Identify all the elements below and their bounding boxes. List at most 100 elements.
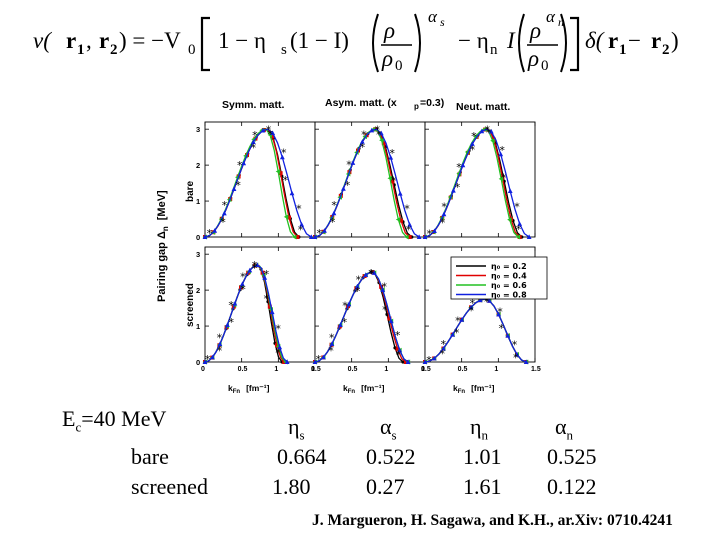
screened-alpha-s: 0.27	[366, 474, 405, 499]
formula-rho0-sub: 0	[395, 58, 403, 74]
formula-paren-right-1	[414, 13, 421, 73]
data-point	[359, 139, 365, 144]
data-point	[441, 211, 447, 217]
x-tick-label: 1	[384, 366, 388, 373]
data-point	[397, 190, 403, 196]
data-point	[517, 221, 523, 226]
data-point	[269, 309, 275, 315]
star-marker: *	[499, 322, 505, 335]
x-tick-label: 0	[201, 366, 205, 373]
star-marker: *	[499, 144, 505, 157]
star-marker: *	[426, 227, 432, 240]
x-tick-label: 1.5	[531, 366, 541, 373]
star-marker: *	[501, 171, 507, 184]
data-point	[371, 270, 377, 275]
data-point	[262, 275, 268, 280]
y-tick-label: 1	[196, 197, 200, 206]
star-marker: *	[240, 283, 246, 296]
star-marker: *	[483, 293, 489, 306]
star-marker: *	[345, 179, 351, 192]
data-point	[405, 359, 411, 364]
bare-eta-s: 0.664	[277, 444, 327, 469]
star-marker: *	[235, 179, 241, 192]
bare-alpha-s: 0.522	[366, 444, 416, 469]
col-title-neut: Neut. matt.	[456, 101, 510, 113]
panel-grid: 0 1 2 3 * * * * * * * * * * * * * * * * * * * * * * * * * * * * * * * * * * * *…	[196, 121, 541, 373]
data-point	[490, 138, 495, 144]
data-point	[289, 190, 295, 196]
ec-label: Ec=40 MeV	[62, 406, 167, 435]
star-marker: *	[264, 268, 270, 281]
star-marker: *	[439, 347, 445, 360]
data-point	[395, 347, 400, 352]
star-marker: *	[441, 338, 447, 351]
data-point	[202, 234, 208, 239]
data-point	[295, 235, 300, 239]
series-line-4	[204, 264, 288, 363]
star-marker: *	[281, 147, 287, 160]
star-marker: *	[228, 299, 234, 312]
data-point	[312, 234, 318, 239]
formula-rho-den: ρ	[381, 46, 393, 71]
star-marker: *	[368, 267, 374, 280]
data-point	[275, 169, 281, 175]
star-marker: *	[331, 199, 337, 212]
star-marker: *	[275, 322, 281, 335]
formula-rho-num: ρ	[383, 18, 395, 43]
data-point	[329, 341, 335, 346]
data-point	[221, 210, 227, 216]
data-point	[381, 141, 386, 146]
data-point	[354, 283, 360, 289]
data-point	[321, 354, 326, 360]
data-point	[254, 262, 260, 267]
formula-r1: r	[66, 28, 76, 53]
data-point	[468, 304, 474, 310]
data-point	[217, 341, 223, 347]
star-marker: *	[328, 345, 334, 358]
star-marker: *	[342, 316, 348, 329]
series-line-4	[424, 128, 530, 238]
star-marker: *	[485, 124, 491, 137]
formula-sub-1: 1	[77, 42, 85, 58]
star-marker: *	[205, 353, 211, 366]
formula-paren-left-1	[372, 13, 379, 73]
star-marker: *	[355, 285, 361, 298]
data-point	[341, 186, 346, 191]
data-point	[432, 228, 437, 233]
star-marker: *	[404, 202, 410, 215]
star-marker: *	[497, 306, 503, 319]
formula-comma: ,	[86, 28, 92, 53]
screened-eta-n: 1.61	[463, 474, 502, 499]
data-point	[379, 137, 384, 143]
y-tick-label: 3	[196, 125, 200, 134]
star-marker: *	[468, 304, 474, 317]
star-marker: *	[440, 217, 446, 230]
formula-delta: δ(	[585, 28, 605, 53]
data-point	[395, 216, 401, 222]
data-point	[308, 234, 314, 239]
legend-box	[450, 256, 548, 300]
star-marker: *	[395, 349, 401, 362]
star-marker: *	[217, 345, 223, 358]
star-marker: *	[470, 143, 476, 156]
data-point	[241, 160, 247, 166]
data-point	[350, 160, 356, 165]
formula-delta-sub-2: 2	[662, 42, 670, 58]
data-point	[460, 162, 466, 168]
data-point	[210, 354, 215, 360]
data-point	[515, 234, 521, 240]
bare-eta-n: 1.01	[463, 444, 502, 469]
star-marker: *	[454, 326, 460, 339]
star-marker: *	[470, 297, 476, 310]
y-tick-label: 0	[196, 358, 200, 367]
star-marker: *	[240, 270, 246, 283]
formula-left-bracket	[200, 16, 210, 72]
x-tick-label: 1	[494, 366, 498, 373]
series-line-4	[314, 128, 420, 238]
data-point	[399, 218, 403, 223]
data-point	[363, 272, 369, 277]
data-point	[247, 267, 253, 273]
formula-delta-sub-1: 1	[619, 42, 627, 58]
x-tick-label: 1	[274, 366, 278, 373]
series-line-4	[314, 271, 409, 363]
